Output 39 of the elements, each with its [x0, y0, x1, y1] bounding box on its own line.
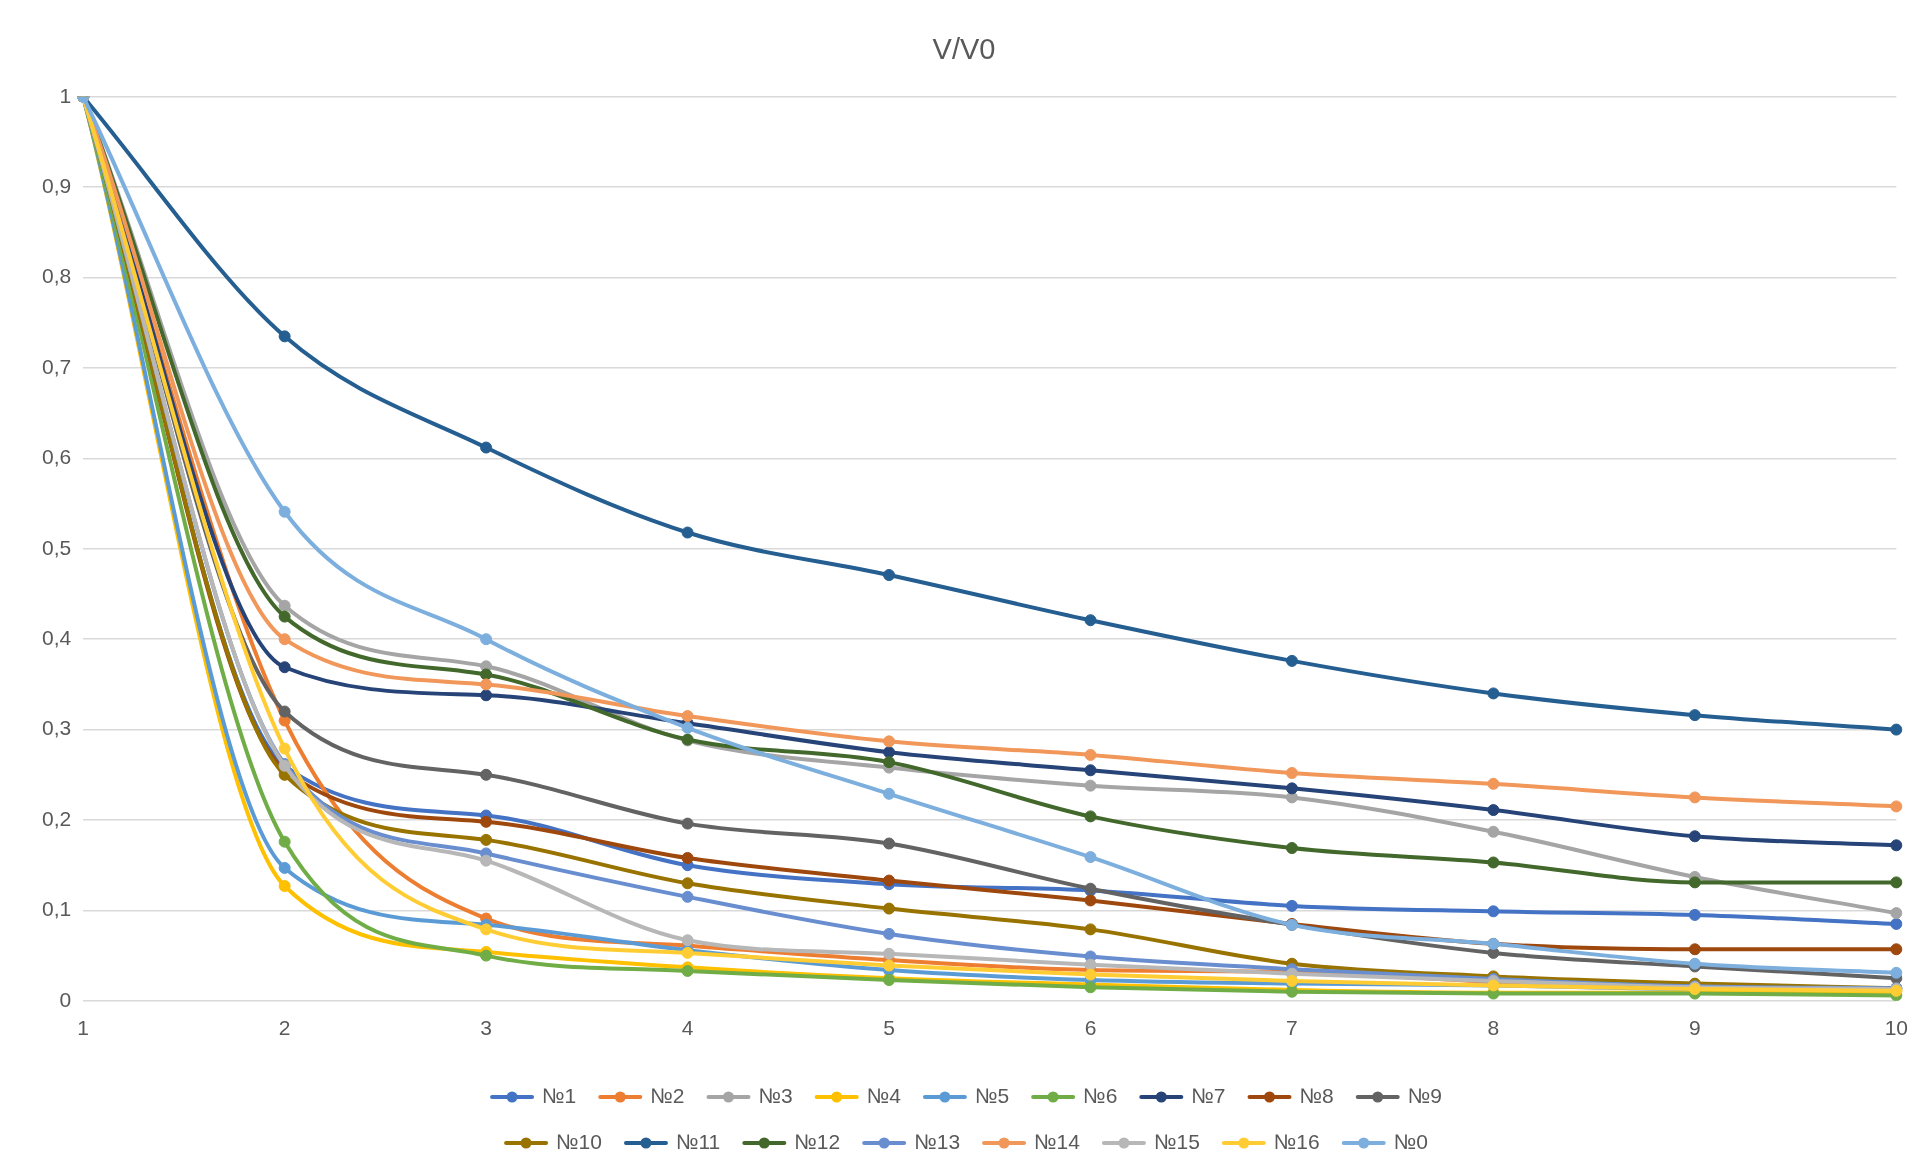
legend-label: №0: [1393, 1129, 1428, 1153]
x-tick-label: 8: [1487, 1016, 1500, 1040]
x-tick-label: 9: [1689, 1016, 1701, 1040]
y-tick-label: 0,3: [41, 716, 72, 740]
y-tick-label: 0,9: [41, 174, 72, 197]
y-tick-label: 0,4: [41, 626, 72, 649]
x-tick-label: 3: [480, 1016, 492, 1040]
y-tick-label: 0,5: [41, 535, 72, 559]
y-tick-label: 0,8: [41, 264, 72, 288]
y-tick-label: 1: [59, 83, 72, 107]
legend-label: №8: [1299, 1083, 1334, 1107]
y-tick-label: 0,2: [41, 806, 72, 830]
y-tick-label: 0: [59, 987, 72, 1011]
legend-label: №2: [650, 1083, 685, 1107]
legend-label: №5: [974, 1083, 1010, 1107]
chart-title: V/V0: [932, 33, 996, 66]
legend-label: №11: [675, 1129, 721, 1153]
legend-label: №13: [914, 1129, 961, 1153]
x-tick-label: 5: [883, 1016, 895, 1040]
y-tick-label: 0,6: [41, 445, 72, 469]
x-tick-label: 2: [278, 1016, 291, 1040]
legend-label: №16: [1273, 1129, 1320, 1153]
legend-label: №3: [758, 1083, 793, 1107]
y-tick-label: 0,1: [41, 897, 72, 921]
x-tick-label: 10: [1884, 1016, 1908, 1040]
legend-label: №9: [1407, 1083, 1442, 1107]
x-tick-label: 4: [681, 1016, 694, 1040]
legend-label: №15: [1153, 1129, 1200, 1153]
legend-label: №12: [794, 1129, 841, 1153]
legend-label: №6: [1083, 1083, 1118, 1107]
x-tick-label: 1: [77, 1016, 90, 1040]
legend-label: №4: [866, 1083, 902, 1107]
x-tick-label: 6: [1084, 1016, 1097, 1040]
legend-label: №7: [1191, 1083, 1226, 1107]
y-tick-label: 0,7: [41, 354, 72, 378]
legend-label: №1: [542, 1083, 577, 1107]
x-tick-label: 7: [1286, 1016, 1298, 1040]
legend-label: №10: [556, 1129, 602, 1153]
legend-label: №14: [1034, 1129, 1081, 1153]
